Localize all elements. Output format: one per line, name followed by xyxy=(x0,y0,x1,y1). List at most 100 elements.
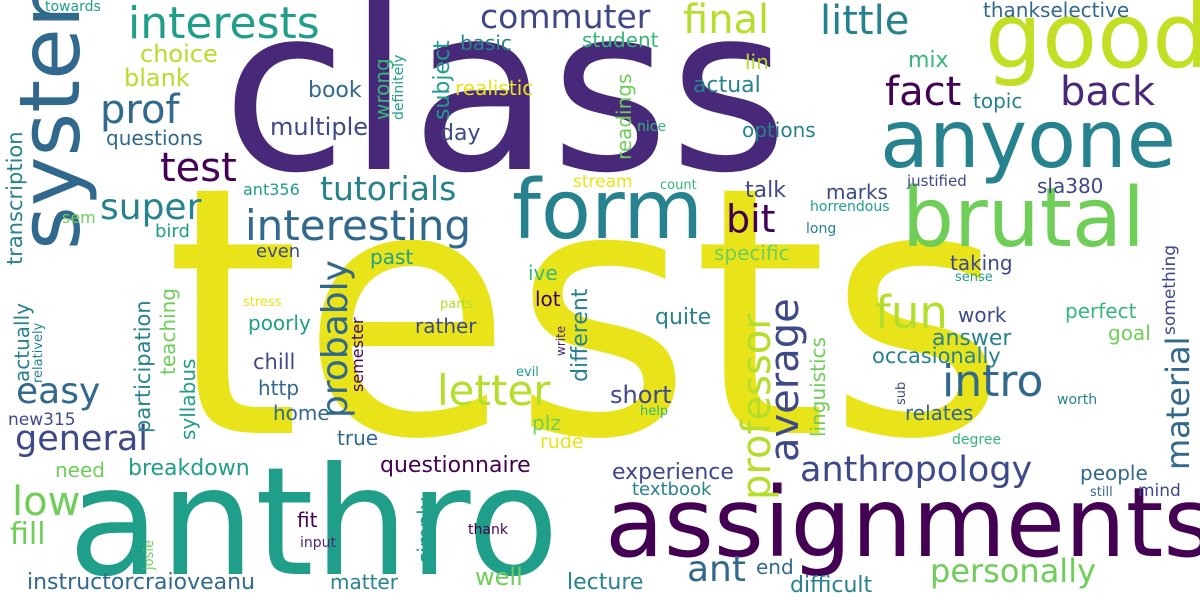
word-breakdown: breakdown xyxy=(128,456,250,481)
word-textbook: textbook xyxy=(632,479,712,500)
word-people: people xyxy=(1080,461,1148,485)
word-tests: tests xyxy=(165,114,1008,515)
word-class: class xyxy=(222,0,788,223)
word-general: general xyxy=(15,419,149,459)
word-write: write xyxy=(554,325,568,356)
word-rude: rude xyxy=(540,431,584,453)
word-transcription: transcription xyxy=(3,131,27,265)
word-basic: basic xyxy=(460,31,512,55)
word-semester: semester xyxy=(348,317,367,392)
word-subject: subject xyxy=(430,40,455,120)
word-anyone: anyone xyxy=(880,93,1176,186)
word-anthropology: anthropology xyxy=(800,450,1033,490)
word-nice: nice xyxy=(637,119,667,135)
word-count: count xyxy=(660,178,697,193)
word-fact: fact xyxy=(885,69,962,115)
word-personally: personally xyxy=(930,552,1097,590)
word-fill: fill xyxy=(10,517,46,552)
word-long: long xyxy=(806,221,837,237)
word-josie: josie xyxy=(142,540,157,570)
word-ant: ant xyxy=(687,549,746,590)
word-chill: chill xyxy=(253,350,296,374)
word-sense: sense xyxy=(955,270,993,285)
word-goal: goal xyxy=(1108,321,1151,345)
word-test: test xyxy=(160,145,237,191)
word-occasionally: occasionally xyxy=(872,344,1001,368)
word-stream: stream xyxy=(573,172,633,192)
word-plz: plz xyxy=(532,411,561,435)
word-readings: readings xyxy=(612,73,636,160)
word-actual: actual xyxy=(693,73,761,98)
word-new315: new315 xyxy=(8,410,76,430)
word-input: input xyxy=(300,535,337,551)
word-poorly: poorly xyxy=(248,311,311,335)
word-answer: answer xyxy=(932,326,1012,351)
word-bird: bird xyxy=(155,221,190,242)
word-even: even xyxy=(256,241,301,262)
word-good: good xyxy=(985,0,1200,89)
word-day: day xyxy=(440,121,481,146)
word-mind: mind xyxy=(1138,481,1181,501)
word-blank: blank xyxy=(124,64,190,92)
word-short: short xyxy=(610,381,672,409)
word-true: true xyxy=(337,426,379,450)
word-taking: taking xyxy=(950,251,1013,275)
word-choice: choice xyxy=(140,40,218,68)
word-brutal: brutal xyxy=(902,171,1145,266)
word-interesting: interesting xyxy=(245,201,472,250)
word-sla380: sla380 xyxy=(1037,174,1104,198)
word-perfect: perfect xyxy=(1065,299,1137,323)
word-letter: letter xyxy=(437,366,551,415)
word-mix: mix xyxy=(908,48,949,73)
word-book: book xyxy=(308,78,362,103)
word-something: something xyxy=(1160,244,1180,335)
word-need: need xyxy=(55,458,105,482)
word-interests: interests xyxy=(128,0,320,49)
word-towards: towards xyxy=(45,0,101,15)
word-realistic: realistic xyxy=(455,76,534,100)
word-lecture: lecture xyxy=(567,570,644,595)
word-work: work xyxy=(958,303,1007,327)
word-simply: simply xyxy=(413,497,437,563)
word-topic: topic xyxy=(973,89,1023,113)
word-rather: rather xyxy=(415,314,477,338)
word-relatively: relatively xyxy=(31,322,46,383)
word-past: past xyxy=(370,245,414,269)
word-material: material xyxy=(1159,336,1197,470)
word-matter: matter xyxy=(330,570,398,594)
word-questionnaire: questionnaire xyxy=(380,453,531,478)
word-back: back xyxy=(1060,69,1156,115)
word-bit: bit xyxy=(726,197,776,241)
word-definitely: definitely xyxy=(391,54,407,120)
word-actually: actually xyxy=(10,303,34,382)
word-quite: quite xyxy=(655,305,712,330)
word-super: super xyxy=(100,187,202,228)
word-instructorcraioveanu: instructorcraioveanu xyxy=(27,570,255,595)
word-questions: questions xyxy=(106,126,203,150)
word-degree: degree xyxy=(952,432,1002,448)
word-options: options xyxy=(742,118,816,142)
word-lin: lin xyxy=(745,50,769,74)
word-well: well xyxy=(475,563,523,591)
word-prof: prof xyxy=(100,87,180,133)
word-easy: easy xyxy=(16,371,101,412)
word-form: form xyxy=(512,163,704,258)
word-experience: experience xyxy=(612,460,734,485)
word-still: still xyxy=(1090,485,1113,500)
word-syllabus: syllabus xyxy=(176,358,200,440)
word-average: average xyxy=(762,298,808,462)
word-marks: marks xyxy=(826,180,888,204)
word-lot: lot xyxy=(535,287,561,311)
word-thank: thank xyxy=(468,522,508,538)
word-wrong: wrong xyxy=(370,58,394,120)
word-stress: stress xyxy=(243,295,282,310)
word-commuter: commuter xyxy=(480,0,651,36)
word-relates: relates xyxy=(905,401,974,425)
word-talk: talk xyxy=(745,178,786,203)
word-http: http xyxy=(258,376,300,400)
word-teaching: teaching xyxy=(156,287,180,375)
word-justified: justified xyxy=(907,172,967,190)
word-fit: fit xyxy=(297,508,318,532)
word-ant356: ant356 xyxy=(243,180,300,199)
